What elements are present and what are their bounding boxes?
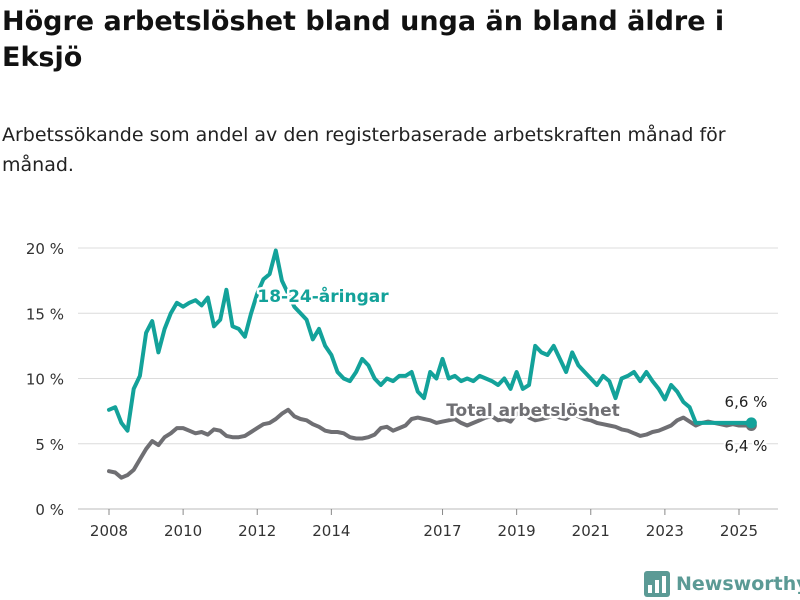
series-lines <box>107 248 757 480</box>
series-label-youth: 18-24-åringar <box>257 285 389 307</box>
bar-chart-logo-icon <box>644 571 670 597</box>
series-line-total <box>107 407 754 480</box>
y-axis-ticks: 0 % 5 % 10 % 15 % 20 % <box>26 240 64 519</box>
x-tick-label: 2019 <box>498 522 536 540</box>
x-tick-label: 2010 <box>164 522 202 540</box>
end-label-youth: 6,6 % <box>725 393 768 411</box>
chart-subtitle: Arbetssökande som andel av den registerb… <box>2 124 726 176</box>
y-tick-label: 5 % <box>35 436 64 454</box>
y-tick-label: 20 % <box>26 240 64 258</box>
line-chart: 0 %5 %10 %15 %20 % 2008 2010 2012 2014 2017 2… <box>26 240 778 540</box>
series-line-youth <box>107 248 754 433</box>
y-tick-label: 15 % <box>26 305 64 323</box>
brand-logo: Newsworthy <box>644 569 800 599</box>
x-tick-label: 2025 <box>720 522 758 540</box>
end-point-youth <box>745 417 757 429</box>
x-tick-label: 2008 <box>90 522 128 540</box>
y-tick-label: 10 % <box>26 371 64 389</box>
x-tick-label: 2017 <box>423 522 461 540</box>
series-label-total: Total arbetslöshet <box>446 401 620 421</box>
y-tick-label: 0 % <box>35 501 64 519</box>
x-tick-label: 2012 <box>238 522 276 540</box>
x-tick-label: 2023 <box>646 522 684 540</box>
x-axis-ticks: 2008 2010 2012 2014 2017 2019 2021 2023 2025 <box>90 509 758 540</box>
chart-title: Högre arbetslöshet bland unga än bland ä… <box>2 6 725 73</box>
x-tick-label: 2021 <box>572 522 610 540</box>
x-tick-label: 2014 <box>312 522 350 540</box>
brand-name: Newsworthy <box>676 573 800 595</box>
series-labels: 18-24-åringar Total arbetslöshet 6,6 % 6,4 … <box>255 283 770 458</box>
end-label-total: 6,4 % <box>725 437 768 455</box>
